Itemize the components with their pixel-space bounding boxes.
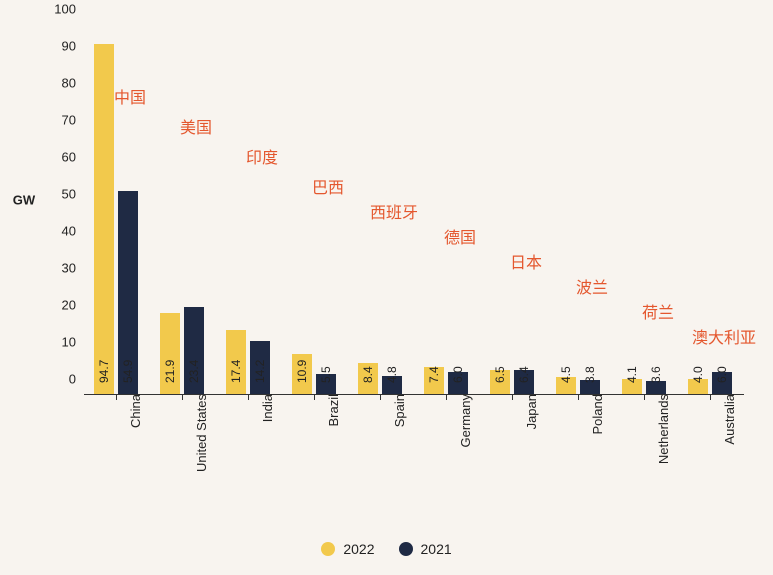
y-tick-label: 100 (40, 2, 76, 17)
legend-label: 2022 (343, 541, 374, 557)
bar-value-label: 4.0 (691, 366, 705, 383)
x-tick-label: Brazil (318, 394, 341, 427)
annotation-label: 波兰 (576, 274, 608, 298)
bar-value-label: 4.5 (559, 366, 573, 383)
bar-value-label: 6.0 (451, 366, 465, 383)
bar-2021: 14.2 (250, 341, 270, 394)
chart-plot-area: 010203040506070809010094.754.9China中国21.… (84, 24, 744, 395)
legend-swatch-2022 (321, 542, 335, 556)
x-tick-label: United States (186, 394, 209, 472)
y-tick-label: 20 (40, 298, 76, 313)
x-tick-label: Australia (714, 394, 737, 445)
legend-item: 2022 (321, 541, 374, 557)
x-tick-mark (314, 394, 315, 400)
bar-2021: 23.4 (184, 307, 204, 394)
y-tick-label: 90 (40, 39, 76, 54)
y-tick-label: 70 (40, 113, 76, 128)
legend-swatch-2021 (399, 542, 413, 556)
bar-value-label: 8.4 (361, 366, 375, 383)
bar-2021: 5.5 (316, 374, 336, 394)
bar-value-label: 23.4 (187, 360, 201, 383)
annotation-label: 美国 (180, 114, 212, 138)
bar-2022: 4.0 (688, 379, 708, 394)
y-tick-label: 10 (40, 335, 76, 350)
annotation-label: 西班牙 (370, 199, 418, 223)
y-axis-label: GW (13, 193, 35, 208)
x-tick-label: China (120, 394, 143, 428)
x-tick-mark (182, 394, 183, 400)
x-tick-mark (116, 394, 117, 400)
y-tick-label: 0 (40, 372, 76, 387)
annotation-label: 日本 (510, 249, 542, 273)
x-tick-label: India (252, 394, 275, 422)
legend: 2022 2021 (0, 541, 773, 557)
bar-2022: 6.5 (490, 370, 510, 394)
bar-2022: 7.4 (424, 367, 444, 394)
y-tick-label: 40 (40, 224, 76, 239)
bar-value-label: 6.4 (517, 366, 531, 383)
bar-2021: 3.6 (646, 381, 666, 394)
bar-2021: 4.8 (382, 376, 402, 394)
bar-2022: 10.9 (292, 354, 312, 394)
bar-value-label: 94.7 (97, 360, 111, 383)
y-tick-label: 60 (40, 150, 76, 165)
x-tick-mark (578, 394, 579, 400)
bar-2021: 6.0 (448, 372, 468, 394)
bar-value-label: 4.1 (625, 366, 639, 383)
bar-2022: 4.1 (622, 379, 642, 394)
x-tick-label: Japan (516, 394, 539, 429)
annotation-label: 中国 (114, 84, 146, 108)
x-tick-label: Germany (450, 394, 473, 447)
bar-value-label: 3.8 (583, 366, 597, 383)
x-tick-mark (512, 394, 513, 400)
bar-value-label: 14.2 (253, 360, 267, 383)
bar-2021: 54.9 (118, 191, 138, 394)
legend-label: 2021 (421, 541, 452, 557)
bar-2022: 94.7 (94, 44, 114, 394)
annotation-label: 巴西 (312, 174, 344, 198)
bar-value-label: 5.5 (319, 366, 333, 383)
bar-value-label: 10.9 (295, 360, 309, 383)
x-tick-mark (380, 394, 381, 400)
annotation-label: 德国 (444, 224, 476, 248)
legend-item: 2021 (399, 541, 452, 557)
annotation-label: 印度 (246, 144, 278, 168)
bar-value-label: 3.6 (649, 366, 663, 383)
bar-value-label: 6.0 (715, 366, 729, 383)
bar-2022: 21.9 (160, 313, 180, 394)
x-tick-mark (710, 394, 711, 400)
bar-2022: 8.4 (358, 363, 378, 394)
bar-2021: 6.4 (514, 370, 534, 394)
x-tick-label: Poland (582, 394, 605, 434)
y-tick-label: 80 (40, 76, 76, 91)
bar-value-label: 7.4 (427, 366, 441, 383)
bar-2022: 17.4 (226, 330, 246, 394)
x-tick-mark (644, 394, 645, 400)
y-tick-label: 50 (40, 187, 76, 202)
bar-value-label: 17.4 (229, 360, 243, 383)
bar-value-label: 54.9 (121, 360, 135, 383)
bar-value-label: 21.9 (163, 360, 177, 383)
y-tick-label: 30 (40, 261, 76, 276)
bar-2021: 3.8 (580, 380, 600, 394)
bar-value-label: 4.8 (385, 366, 399, 383)
annotation-label: 荷兰 (642, 299, 674, 323)
x-tick-mark (446, 394, 447, 400)
bar-2022: 4.5 (556, 377, 576, 394)
bar-value-label: 6.5 (493, 366, 507, 383)
annotation-label: 澳大利亚 (692, 324, 756, 348)
x-tick-label: Spain (384, 394, 407, 427)
bar-2021: 6.0 (712, 372, 732, 394)
x-tick-mark (248, 394, 249, 400)
x-tick-label: Netherlands (648, 394, 671, 464)
